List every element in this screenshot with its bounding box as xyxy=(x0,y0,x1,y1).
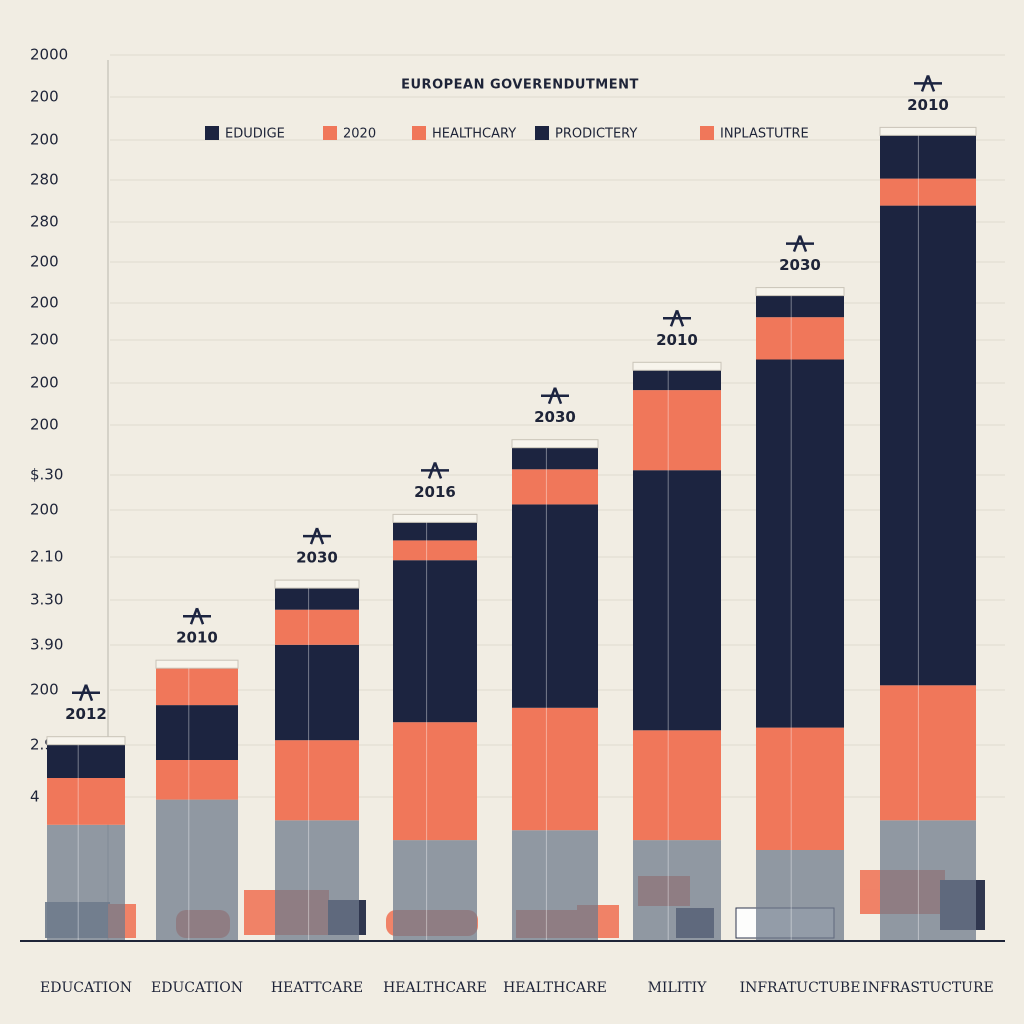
bar-segment xyxy=(880,820,976,940)
y-axis-label: 200 xyxy=(30,331,59,349)
plane-icon xyxy=(914,74,942,92)
legend-label: EDUDIGE xyxy=(225,127,285,142)
bar-top xyxy=(46,736,126,746)
x-tick-label: EDUCATION xyxy=(151,980,243,996)
bar-segment xyxy=(156,799,238,940)
bar-segment xyxy=(275,820,359,940)
legend-label: HEALTHCARY xyxy=(432,127,516,142)
plane-icon xyxy=(786,235,814,253)
plane-icon xyxy=(303,527,331,545)
bar-top xyxy=(511,439,599,449)
bar-year-label: 2010 xyxy=(176,629,218,647)
legend-swatch xyxy=(535,126,549,140)
y-axis-label: 3.90 xyxy=(30,636,63,654)
bar-segment xyxy=(633,840,721,940)
bar-segment xyxy=(275,588,359,610)
bar-segment xyxy=(393,840,477,940)
y-axis-label: 200 xyxy=(30,681,59,699)
bar-year-label: 2012 xyxy=(65,705,107,723)
bar-segment xyxy=(756,317,844,360)
bar-segment xyxy=(512,447,598,470)
x-tick-label: EDUCATION xyxy=(40,980,132,996)
x-tick-label: HEALTHCARE xyxy=(503,980,607,996)
bar-top xyxy=(632,361,722,371)
plane-icon xyxy=(72,684,100,702)
y-axis-label: 200 xyxy=(30,416,59,434)
bar-segment xyxy=(880,205,976,686)
y-axis-label: 4 xyxy=(30,788,40,806)
y-axis-label: 280 xyxy=(30,213,59,231)
legend-label: PRODICTERY xyxy=(555,127,637,142)
bar-top xyxy=(274,579,360,589)
bar-segment xyxy=(756,359,844,728)
bar-segment xyxy=(756,727,844,850)
bar-segment xyxy=(156,705,238,760)
chart-title: EUROPEAN GOVERENDUTMENT xyxy=(401,78,639,93)
bar-segment xyxy=(756,295,844,318)
y-axis-label: 200 xyxy=(30,501,59,519)
bar-segment xyxy=(275,644,359,741)
plane-icon xyxy=(183,607,211,625)
x-tick-label: MILITIY xyxy=(648,980,708,996)
x-tick-label: INFRATUCTUBE xyxy=(740,980,861,996)
bar-top xyxy=(755,287,845,297)
legend-swatch xyxy=(412,126,426,140)
y-axis-label: 200 xyxy=(30,374,59,392)
x-tick-label: INFRASTUCTURE xyxy=(862,980,993,996)
bar-top xyxy=(392,513,478,523)
bar-segment xyxy=(880,135,976,179)
bar-segment xyxy=(512,504,598,708)
bar-segment xyxy=(393,722,477,841)
bar-segment xyxy=(393,560,477,723)
y-axis-label: 200 xyxy=(30,88,59,106)
x-tick-label: HEALTHCARE xyxy=(383,980,487,996)
legend-swatch xyxy=(205,126,219,140)
bar-segment xyxy=(47,824,125,940)
bar-year-label: 2016 xyxy=(414,483,456,501)
bar-segment xyxy=(633,390,721,471)
bar-segment xyxy=(512,707,598,831)
x-tick-label: HEATTCARE xyxy=(271,980,363,996)
bar-year-label: 2030 xyxy=(296,549,338,567)
bar-year-label: 2010 xyxy=(656,331,698,349)
bar-segment xyxy=(275,609,359,645)
bar-segment xyxy=(633,370,721,391)
bar-segment xyxy=(756,850,844,940)
y-axis-label: 280 xyxy=(30,171,59,189)
y-axis-label: $.30 xyxy=(30,466,63,484)
bar-segment xyxy=(47,778,125,825)
plane-icon xyxy=(541,387,569,405)
bar-segment xyxy=(156,760,238,800)
bar-segment xyxy=(275,740,359,821)
bar-segment xyxy=(393,540,477,561)
y-axis-label: 3.30 xyxy=(30,591,63,609)
plane-icon xyxy=(421,461,449,479)
bar-year-label: 2030 xyxy=(534,408,576,426)
legend-swatch xyxy=(700,126,714,140)
legend-label: INPLASTUTRE xyxy=(720,127,809,142)
bar-segment xyxy=(512,830,598,940)
bar-segment xyxy=(633,730,721,841)
bar-segment xyxy=(880,178,976,206)
bar-segment xyxy=(633,470,721,731)
bar-segment xyxy=(156,668,238,706)
y-axis-label: 2.10 xyxy=(30,548,63,566)
bar-segment xyxy=(512,469,598,505)
y-axis-label: 2000 xyxy=(30,46,68,64)
bar-year-label: 2010 xyxy=(907,96,949,114)
bar-segment xyxy=(47,744,125,778)
bar-segment xyxy=(880,685,976,821)
plane-icon xyxy=(663,309,691,327)
y-axis-label: 200 xyxy=(30,131,59,149)
legend-swatch xyxy=(323,126,337,140)
bar-segment xyxy=(393,522,477,541)
legend-label: 2020 xyxy=(343,127,376,142)
y-axis-label: 200 xyxy=(30,294,59,312)
bar-top xyxy=(879,126,977,136)
bar-year-label: 2030 xyxy=(779,256,821,274)
y-axis-label: 200 xyxy=(30,253,59,271)
bar-top xyxy=(155,659,239,669)
